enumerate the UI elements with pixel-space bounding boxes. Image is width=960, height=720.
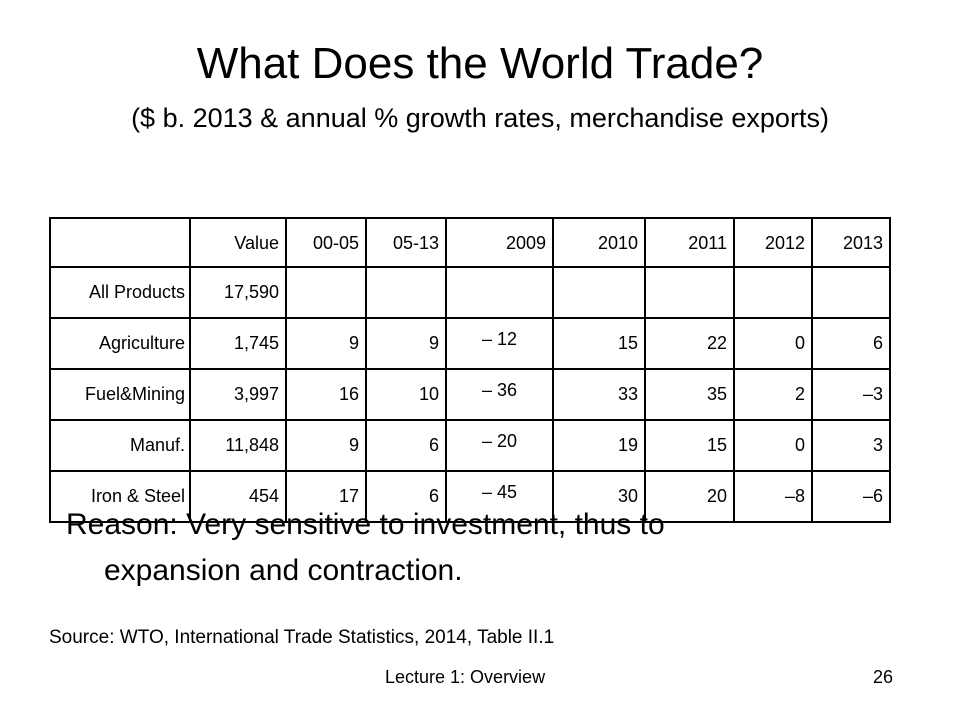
table-cell: 3,997: [189, 368, 287, 421]
table-cell: 20: [644, 470, 735, 523]
table-cell: 0: [733, 317, 813, 370]
row-label: Agriculture: [49, 317, 191, 370]
reason-line-2: expansion and contraction.: [104, 554, 463, 587]
table-cell: [552, 266, 646, 319]
header-cell: [49, 217, 191, 268]
footer-lecture: Lecture 1: Overview: [385, 667, 546, 687]
table-cell: 3: [811, 419, 891, 472]
source-note: Source: WTO, International Trade Statist…: [49, 627, 555, 648]
table-row: Iron & Steel 454 17 6 – 45 30 20 –8 –6: [49, 470, 891, 523]
table-row: All Products 17,590: [49, 266, 891, 319]
table-cell: 11,848: [189, 419, 287, 472]
table-cell: 35: [644, 368, 735, 421]
table-cell: [365, 266, 447, 319]
table-cell: 6: [365, 419, 447, 472]
table-cell: 22: [644, 317, 735, 370]
reason-callout: Reason: Very sensitive to investment, th…: [60, 502, 900, 594]
header-cell: 2012: [733, 217, 813, 268]
table-cell: [733, 266, 813, 319]
table-cell-negative: – 45: [445, 470, 554, 523]
table-cell: 16: [285, 368, 367, 421]
table-cell: 2: [733, 368, 813, 421]
header-cell: 2011: [644, 217, 735, 268]
slide-subtitle: ($ b. 2013 & annual % growth rates, merc…: [131, 103, 829, 133]
table-cell: [811, 266, 891, 319]
header-cell: 00-05: [285, 217, 367, 268]
table-cell: 9: [285, 419, 367, 472]
table-row: Agriculture 1,745 9 9 – 12 15 22 0 6: [49, 317, 891, 370]
table-cell: [445, 266, 554, 319]
table-cell: 33: [552, 368, 646, 421]
header-cell: 2009: [445, 217, 554, 268]
row-label: All Products: [49, 266, 191, 319]
table-cell: 30: [552, 470, 646, 523]
header-cell: 2010: [552, 217, 646, 268]
table-cell: 10: [365, 368, 447, 421]
row-label: Iron & Steel: [49, 470, 191, 523]
table-cell: [644, 266, 735, 319]
table-cell-negative: – 36: [445, 368, 554, 421]
table-cell: 454: [189, 470, 287, 523]
table-cell-negative: – 12: [445, 317, 554, 370]
table-cell: 15: [552, 317, 646, 370]
reason-line-1: Reason: Very sensitive to investment, th…: [66, 508, 665, 541]
table-cell: [285, 266, 367, 319]
table-row: Manuf. 11,848 9 6 – 20 19 15 0 3: [49, 419, 891, 472]
table-cell: 17,590: [189, 266, 287, 319]
table-header-row: Value 00-05 05-13 2009 2010 2011 2012 20…: [49, 217, 891, 268]
table-cell: 6: [365, 470, 447, 523]
header-cell: 05-13: [365, 217, 447, 268]
page-number: 26: [873, 667, 894, 687]
header-cell: Value: [189, 217, 287, 268]
table-cell: –8: [733, 470, 813, 523]
table-cell-negative: – 20: [445, 419, 554, 472]
table-row: Fuel&Mining 3,997 16 10 – 36 33 35 2 –3: [49, 368, 891, 421]
table-cell: 15: [644, 419, 735, 472]
table-cell: 9: [365, 317, 447, 370]
table-cell: –6: [811, 470, 891, 523]
row-label: Fuel&Mining: [49, 368, 191, 421]
trade-table: Value 00-05 05-13 2009 2010 2011 2012 20…: [49, 217, 891, 523]
table-cell: 17: [285, 470, 367, 523]
table-cell: –3: [811, 368, 891, 421]
row-label: Manuf.: [49, 419, 191, 472]
header-cell: 2013: [811, 217, 891, 268]
table-cell: 9: [285, 317, 367, 370]
table-cell: 6: [811, 317, 891, 370]
slide-title: What Does the World Trade?: [196, 39, 764, 88]
table-cell: 0: [733, 419, 813, 472]
table-cell: 1,745: [189, 317, 287, 370]
table-cell: 19: [552, 419, 646, 472]
